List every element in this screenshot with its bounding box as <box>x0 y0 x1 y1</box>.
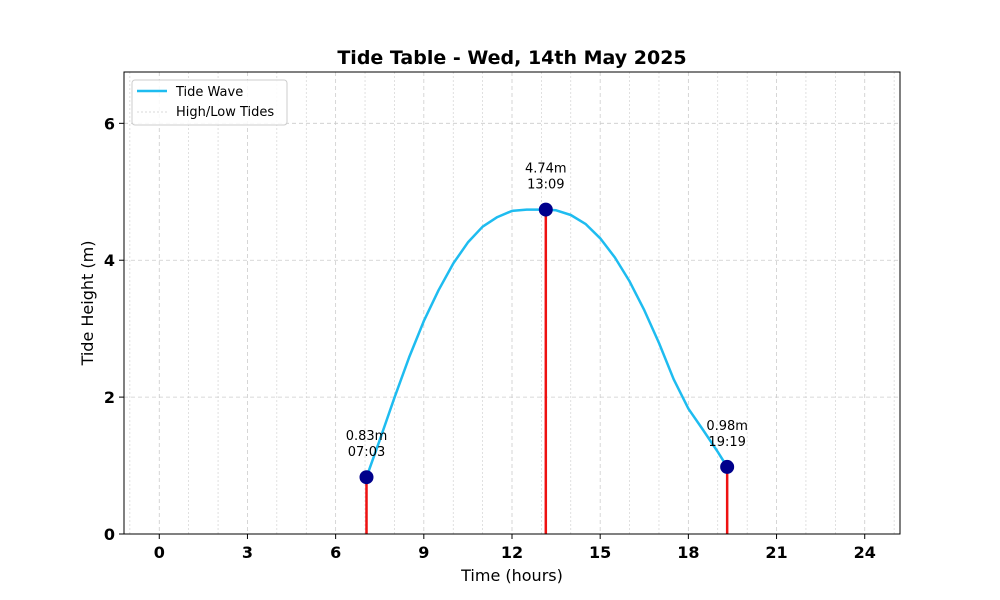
tide-markers <box>359 202 735 485</box>
y-axis-label: Tide Height (m) <box>78 241 97 367</box>
tide-time-label: 13:09 <box>527 178 564 193</box>
x-tick-label: 3 <box>242 543 253 562</box>
tide-height-label: 4.74m <box>525 162 567 177</box>
x-tick-label: 18 <box>677 543 699 562</box>
y-tick-label: 2 <box>104 388 115 407</box>
x-tick-label: 6 <box>330 543 341 562</box>
y-tick-label: 0 <box>104 525 115 544</box>
tide-height-label: 0.98m <box>706 419 748 434</box>
tide-point-marker <box>538 202 553 217</box>
x-tick-label: 9 <box>418 543 429 562</box>
tide-time-label: 07:03 <box>348 445 385 460</box>
x-tick-label: 24 <box>854 543 876 562</box>
legend: Tide Wave High/Low Tides <box>131 79 288 126</box>
tide-height-label: 0.83m <box>346 429 388 444</box>
legend-box <box>131 79 288 126</box>
tide-point-marker <box>720 459 735 474</box>
x-tick-label: 12 <box>501 543 523 562</box>
x-tick-label: 15 <box>589 543 611 562</box>
legend-label-wave: Tide Wave <box>175 85 243 100</box>
legend-label-tides: High/Low Tides <box>176 105 274 120</box>
tide-point-marker <box>359 470 374 485</box>
y-tick-label: 6 <box>104 114 115 133</box>
x-axis-label: Time (hours) <box>460 566 563 585</box>
chart-title: Tide Table - Wed, 14th May 2025 <box>337 47 686 69</box>
y-tick-label: 4 <box>104 251 115 270</box>
tide-time-label: 19:19 <box>708 435 745 450</box>
x-tick-label: 21 <box>765 543 787 562</box>
grid-layer <box>124 72 900 535</box>
tide-stems <box>365 209 729 534</box>
x-tick-label: 0 <box>154 543 165 562</box>
